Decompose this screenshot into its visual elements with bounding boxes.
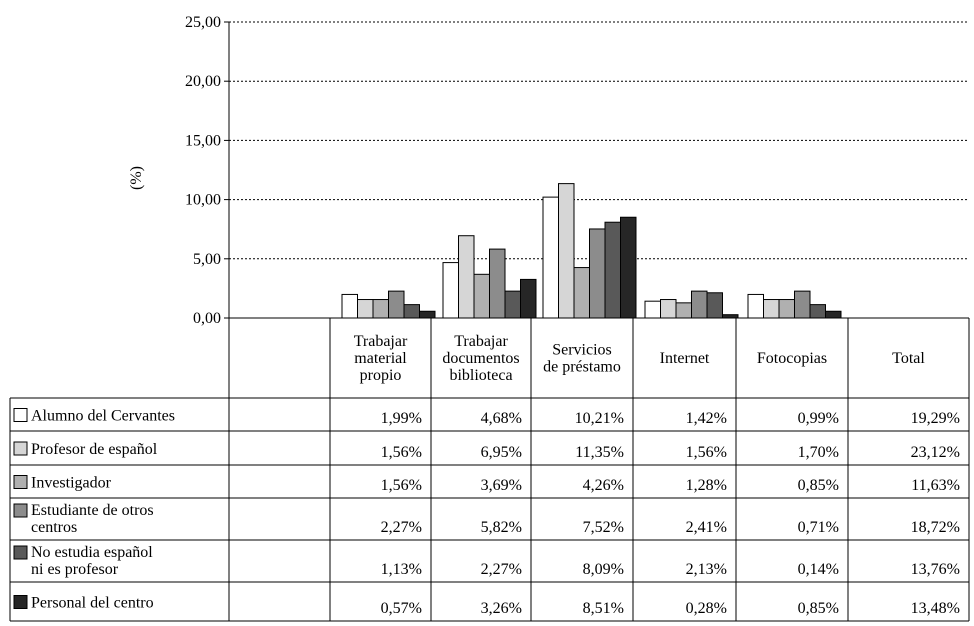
table-cell: 1,70% <box>798 444 839 461</box>
bar <box>763 299 780 319</box>
bar <box>573 267 590 319</box>
bar <box>706 292 723 319</box>
bar <box>747 293 764 319</box>
category-label: Servicios de préstamo <box>543 342 621 376</box>
table-cell: 0,28% <box>686 600 727 617</box>
legend-swatch <box>13 503 28 518</box>
table-cell: 13,48% <box>911 600 960 617</box>
table-cell: 1,56% <box>686 444 727 461</box>
legend-swatch <box>13 408 28 422</box>
legend-label: Estudiante de otros centros <box>31 502 154 536</box>
bar <box>620 216 637 319</box>
y-tick-label: 0,00 <box>193 310 221 327</box>
bar <box>691 290 708 319</box>
bar <box>794 290 811 319</box>
category-label: Total <box>892 350 925 367</box>
bar <box>504 290 521 319</box>
table-cell: 0,14% <box>798 561 839 578</box>
bar <box>778 299 795 319</box>
table-cell: 10,21% <box>575 410 624 427</box>
y-tick-label: 15,00 <box>185 132 221 149</box>
category-label: Fotocopias <box>757 350 827 367</box>
bar <box>403 304 420 319</box>
legend-label: Profesor de español <box>31 441 158 458</box>
y-axis-label: (%) <box>128 166 145 190</box>
table-cell: 0,71% <box>798 519 839 536</box>
table-cell: 1,13% <box>381 561 422 578</box>
category-label: Trabajar material propio <box>354 333 408 384</box>
table-cell: 6,95% <box>481 444 522 461</box>
legend-swatch <box>13 545 28 560</box>
legend-label: Investigador <box>31 475 112 492</box>
table-cell: 3,69% <box>481 477 522 494</box>
category-label: Internet <box>660 350 710 367</box>
table-cell: 13,76% <box>911 561 960 578</box>
table-cell: 0,85% <box>798 477 839 494</box>
bar <box>520 278 537 319</box>
table-cell: 19,29% <box>911 410 960 427</box>
table-cell: 7,52% <box>583 519 624 536</box>
bar <box>372 299 389 319</box>
data-table: Trabajar material propio Trabajar documentos… <box>9 317 970 622</box>
table-cell: 0,99% <box>798 410 839 427</box>
table-cell: 3,26% <box>481 600 522 617</box>
table-cell: 4,68% <box>481 410 522 427</box>
table-cell: 1,56% <box>381 477 422 494</box>
bar <box>357 299 374 319</box>
table-cell: 23,12% <box>911 444 960 461</box>
bar <box>589 228 606 319</box>
legend-label: Alumno del Cervantes <box>31 408 175 425</box>
table-cell: 8,51% <box>583 600 624 617</box>
table-cell: 1,99% <box>381 410 422 427</box>
bar <box>473 273 490 319</box>
table-cell: 18,72% <box>911 519 960 536</box>
category-label: Trabajar documentos biblioteca <box>442 333 519 384</box>
table-cell: 1,28% <box>686 477 727 494</box>
bar <box>675 302 692 319</box>
bars <box>341 183 842 319</box>
table-cell: 1,42% <box>686 410 727 427</box>
bar <box>809 304 826 319</box>
legend-label: Personal del centro <box>31 595 154 612</box>
bar <box>458 235 475 319</box>
bar <box>660 299 677 319</box>
bar <box>825 310 842 319</box>
bar <box>542 196 559 319</box>
table-cell: 2,27% <box>481 561 522 578</box>
legend-swatch <box>13 441 28 456</box>
bar <box>558 183 575 319</box>
bar <box>644 300 661 319</box>
y-tick-labels: 0,00 5,00 10,00 15,00 20,00 25,00 <box>185 14 221 327</box>
table-cell: 8,09% <box>583 561 624 578</box>
bar <box>388 290 405 319</box>
table-cell: 4,26% <box>583 477 624 494</box>
table-cell: 11,63% <box>911 477 960 494</box>
table-cell: 1,56% <box>381 444 422 461</box>
legend-label: No estudia español ni es profesor <box>31 544 153 578</box>
bar <box>419 310 436 319</box>
y-tick-label: 25,00 <box>185 14 221 31</box>
bar <box>442 262 459 319</box>
legend-swatch <box>13 475 28 489</box>
table-cell: 2,41% <box>686 519 727 536</box>
table-cell: 5,82% <box>481 519 522 536</box>
table-cell: 11,35% <box>575 444 624 461</box>
table-cell: 0,85% <box>798 600 839 617</box>
y-tick-label: 10,00 <box>185 192 221 209</box>
y-tick-label: 20,00 <box>185 73 221 90</box>
bar <box>341 293 358 319</box>
table-cell: 2,27% <box>381 519 422 536</box>
y-tick-label: 5,00 <box>193 251 221 268</box>
bar <box>489 248 506 319</box>
gridlines <box>229 21 969 260</box>
bar <box>604 221 621 319</box>
table-cell: 2,13% <box>686 561 727 578</box>
legend-swatch <box>13 595 28 609</box>
table-cell: 0,57% <box>381 600 422 617</box>
axes <box>224 21 230 319</box>
